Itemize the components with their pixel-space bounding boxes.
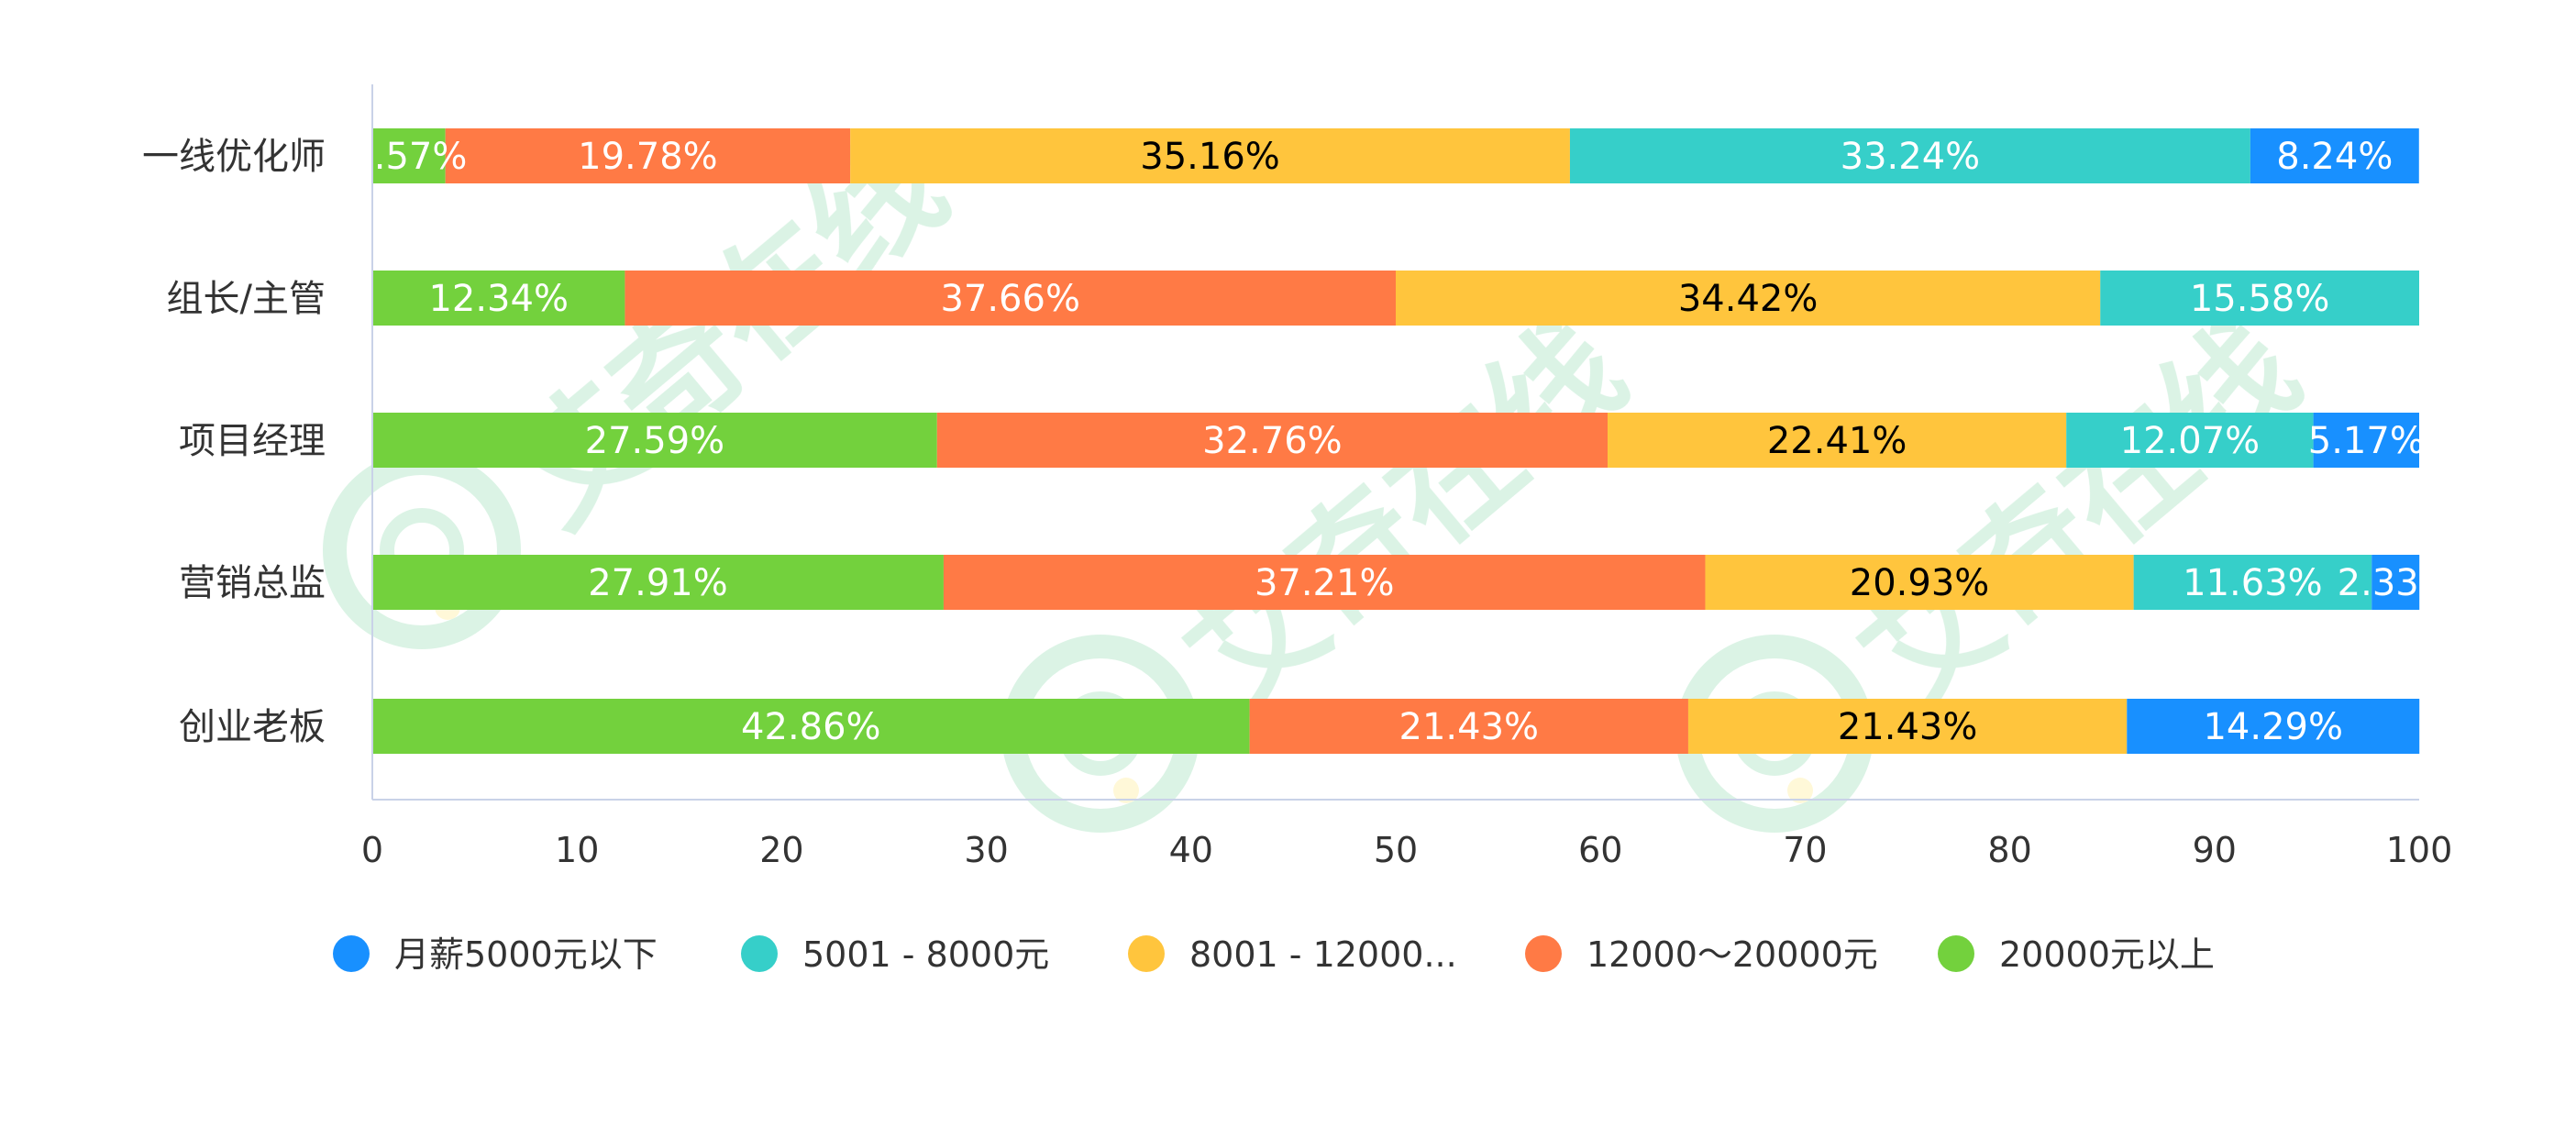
y-category-label: 创业老板 [179,706,326,748]
bar-segment[interactable] [1396,271,2101,326]
bar-segment[interactable] [2313,413,2419,468]
x-tick-label: 60 [1578,830,1622,870]
bar-segment[interactable] [2066,413,2314,468]
data-label: 37.21% [1255,562,1395,604]
x-tick-label: 80 [1987,830,2031,870]
data-label: 2.33% [2338,562,2454,604]
data-label: 37.66% [940,278,1080,320]
legend-marker-icon [1525,935,1562,972]
bar-segment[interactable] [2250,128,2419,183]
bar-segment[interactable] [2127,699,2420,754]
legend-label: 5001 - 8000元 [802,934,1049,975]
bar-segment[interactable] [2371,555,2420,610]
data-label: 35.16% [1140,136,1280,178]
bar-segment[interactable] [1705,555,2134,610]
y-category-label: 一线优化师 [142,136,326,178]
x-tick-label: 90 [2193,830,2237,870]
bars-layer [372,128,2420,754]
bar-segment[interactable] [372,413,937,468]
bar-segment[interactable] [1249,699,1688,754]
legend-item[interactable]: 月薪5000元以下 [333,934,658,975]
legend-label: 月薪5000元以下 [394,934,658,975]
legend-label: 8001 - 12000... [1189,934,1457,975]
data-labels-layer: 3.57% 19.78% 35.16% 33.24% 8.24% 12.34% 37.66%… [350,136,2453,748]
bar-segment[interactable] [1569,128,2250,183]
watermark-text: 艾奇在线 [1162,294,1652,739]
legend-marker-icon [741,935,778,972]
data-label: 27.59% [585,420,725,462]
bar-segment[interactable] [943,555,1706,610]
legend-item[interactable]: 12000～20000元 [1525,934,1878,975]
data-label: 5.17% [2308,420,2425,462]
legend-label: 20000元以上 [1999,934,2215,975]
bar-segment[interactable] [372,271,625,326]
bar-segment[interactable] [372,555,944,610]
data-label: 3.57% [350,136,467,178]
data-label: 11.63% [2183,562,2323,604]
data-label: 15.58% [2190,278,2330,320]
legend-marker-icon [1938,935,1974,972]
legend-marker-icon [1128,935,1165,972]
data-label: 12.07% [2120,420,2261,462]
bar-segment[interactable] [2100,271,2419,326]
y-category-label: 营销总监 [179,562,326,604]
legend-item[interactable]: 20000元以上 [1938,934,2215,975]
watermark-dot-icon [1787,778,1813,803]
data-label: 34.42% [1678,278,1819,320]
y-category-label: 组长/主管 [167,278,326,320]
x-tick-label: 40 [1169,830,1213,870]
data-label: 21.43% [1838,706,1978,748]
bar-segment[interactable] [372,699,1250,754]
bar-segment[interactable] [1608,413,2067,468]
bar-segment[interactable] [1687,699,2128,754]
data-label: 22.41% [1767,420,1907,462]
data-label: 14.29% [2203,706,2343,748]
x-tick-label: 0 [361,830,383,870]
axis-layer: 0 10 20 30 40 50 60 70 80 90 100 一线优化师组长/主管项目经理营销总监… [142,84,2452,870]
x-tick-label: 20 [759,830,803,870]
bar-segment[interactable] [2133,555,2372,610]
bar-segment[interactable] [936,413,1609,468]
data-label: 8.24% [2276,136,2393,178]
watermark-text: 艾奇在线 [1836,294,2326,739]
x-tick-label: 100 [2386,830,2453,870]
data-label: 27.91% [588,562,728,604]
data-label: 12.34% [428,278,569,320]
x-tick-label: 30 [964,830,1008,870]
legend-item[interactable]: 8001 - 12000... [1128,934,1457,975]
watermark-ring-icon [323,451,521,649]
bar-segment[interactable] [625,271,1396,326]
bar-segment[interactable] [445,128,851,183]
data-label: 42.86% [741,706,881,748]
data-label: 32.76% [1202,420,1343,462]
data-label: 33.24% [1841,136,1981,178]
legend-item[interactable]: 5001 - 8000元 [741,934,1049,975]
x-tick-label: 50 [1374,830,1418,870]
legend-label: 12000～20000元 [1587,934,1878,975]
watermark-dot-icon [1113,778,1139,803]
bar-segment[interactable] [850,128,1570,183]
data-label: 20.93% [1850,562,1990,604]
data-label: 19.78% [578,136,718,178]
y-category-label: 项目经理 [179,420,326,462]
legend-marker-icon [333,935,370,972]
bar-segment[interactable] [372,128,446,183]
data-label: 21.43% [1399,706,1540,748]
x-tick-label: 70 [1783,830,1827,870]
x-tick-label: 10 [555,830,599,870]
legend[interactable]: 月薪5000元以下 5001 - 8000元 8001 - 12000... 1200… [333,934,2215,975]
